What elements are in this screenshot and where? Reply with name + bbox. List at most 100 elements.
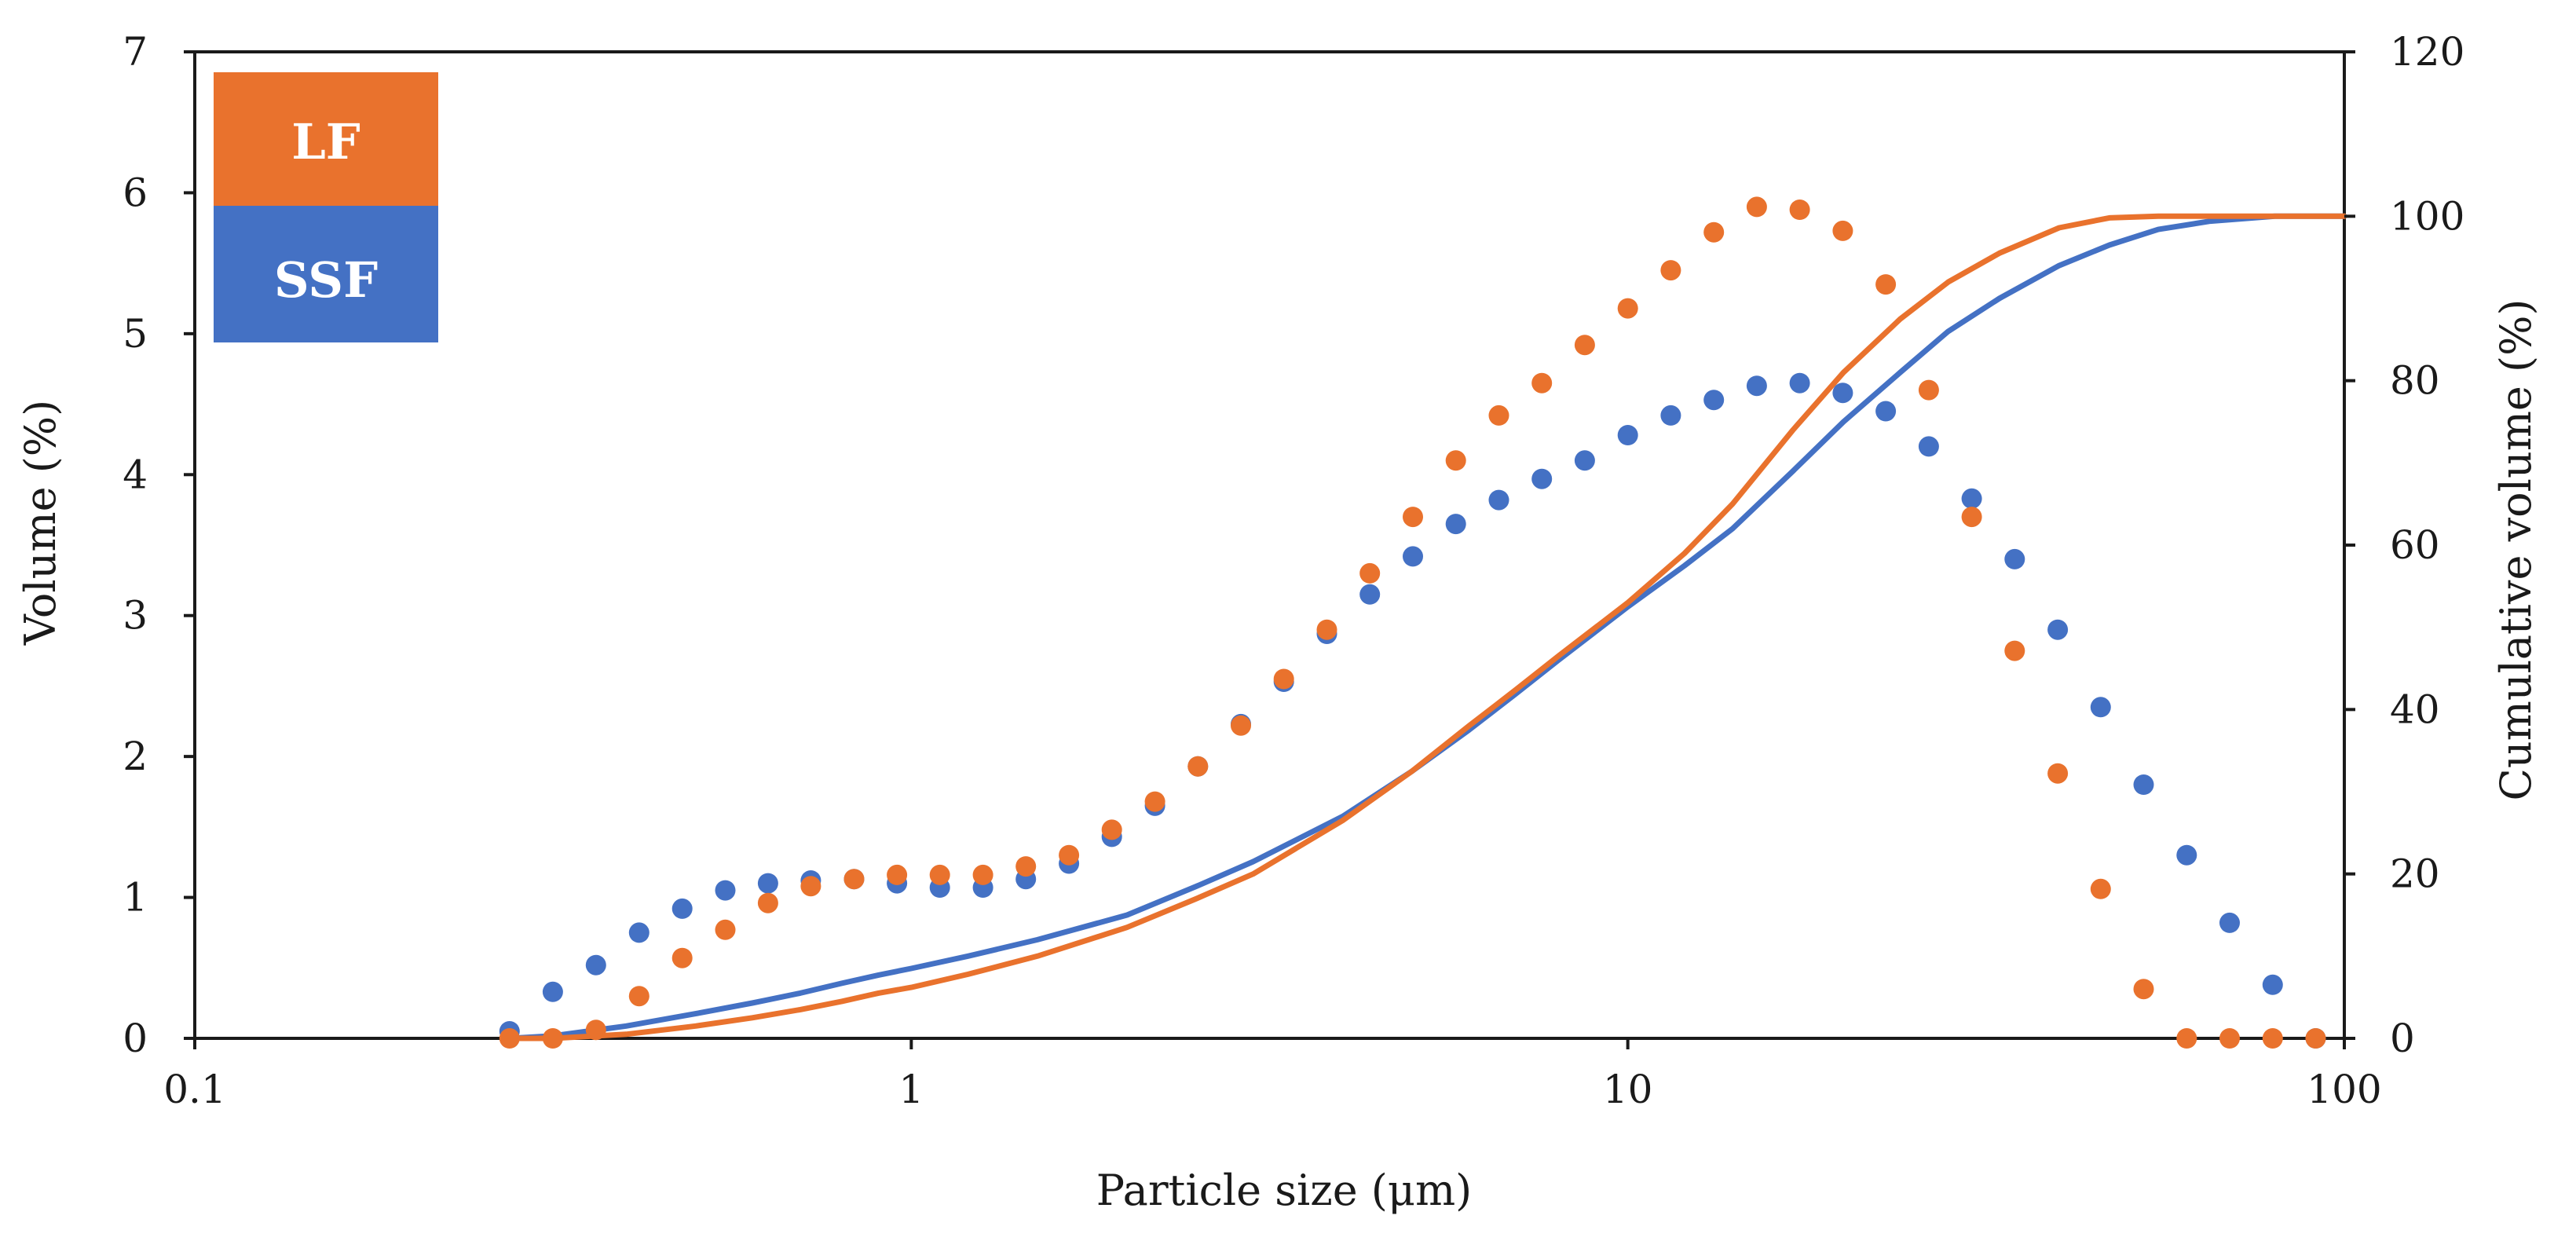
volume-point-lf: [671, 947, 693, 968]
volume-point-lf: [929, 864, 950, 885]
volume-point-lf: [1273, 668, 1294, 690]
cumulative-line-lf: [507, 213, 2347, 1041]
volume-point-lf: [2004, 640, 2025, 661]
y2-tick-label: 60: [2390, 522, 2440, 568]
volume-point-lf: [1101, 819, 1122, 840]
legend-label-ssf: SSF: [274, 251, 378, 309]
volume-point-lf: [972, 864, 993, 885]
volume-point-lf: [1660, 260, 1681, 281]
x-tick-label: 1: [898, 1067, 924, 1112]
volume-point-ssf: [1746, 375, 1767, 397]
volume-point-lf: [1617, 298, 1638, 319]
volume-point-ssf: [1789, 372, 1810, 394]
volume-point-lf: [2133, 979, 2154, 1000]
volume-point-lf: [757, 892, 778, 913]
volume-point-lf: [2090, 878, 2111, 899]
x-axis-title: Particle size (μm): [1096, 1166, 1473, 1215]
y2-tick-label: 40: [2390, 686, 2440, 732]
volume-point-ssf: [1403, 546, 1423, 567]
volume-point-ssf: [757, 873, 778, 894]
volume-point-lf: [2219, 1028, 2240, 1049]
volume-point-ssf: [1617, 425, 1638, 445]
y-tick-label: 4: [123, 452, 148, 497]
volume-point-ssf: [1574, 450, 1595, 471]
legend-swatch-ssf: [214, 206, 438, 342]
volume-point-ssf: [2176, 844, 2197, 866]
volume-point-lf: [843, 869, 865, 890]
volume-point-lf: [1187, 756, 1209, 777]
volume-point-lf: [1918, 379, 1939, 401]
volume-points: [499, 196, 2326, 1049]
volume-point-lf: [2176, 1028, 2197, 1049]
volume-point-lf: [715, 919, 736, 940]
volume-point-lf: [1059, 844, 1080, 866]
y2-tick-label: 20: [2390, 851, 2440, 897]
cumulative-line-ssf: [507, 213, 2347, 1041]
x-tick-label: 10: [1603, 1067, 1653, 1112]
y-tick-label: 6: [123, 170, 148, 215]
y-tick-label: 3: [123, 593, 148, 639]
volume-point-lf: [800, 876, 821, 897]
volume-point-lf: [542, 1028, 563, 1049]
volume-point-lf: [2047, 763, 2069, 784]
volume-point-lf: [585, 1020, 606, 1041]
volume-point-lf: [1832, 220, 1853, 241]
volume-point-lf: [1316, 619, 1337, 640]
volume-point-lf: [1445, 450, 1466, 471]
volume-point-ssf: [1875, 401, 1897, 422]
y2-tick-label: 0: [2390, 1016, 2415, 1061]
cumulative-lines: [507, 213, 2347, 1041]
volume-point-lf: [887, 864, 908, 885]
volume-point-lf: [1531, 372, 1553, 394]
volume-point-lf: [1015, 856, 1037, 877]
y-axis-title: Volume (%): [16, 400, 65, 646]
y-tick-label: 5: [123, 311, 148, 357]
volume-point-lf: [1875, 274, 1897, 295]
volume-point-lf: [2262, 1028, 2283, 1049]
legend: LF SSF: [214, 72, 438, 342]
plot-area-border: [193, 50, 2346, 1040]
volume-point-lf: [1144, 791, 1165, 812]
volume-point-ssf: [542, 981, 563, 1002]
volume-point-ssf: [1531, 468, 1553, 489]
volume-point-ssf: [628, 922, 649, 943]
volume-point-lf: [499, 1028, 520, 1049]
y-tick-label: 1: [123, 875, 148, 921]
legend-swatch-lf: [214, 72, 438, 206]
volume-point-lf: [628, 986, 649, 1007]
volume-point-lf: [1403, 507, 1423, 528]
volume-point-ssf: [1660, 405, 1681, 426]
volume-point-ssf: [1918, 436, 1939, 457]
volume-point-ssf: [1488, 489, 1509, 511]
volume-point-ssf: [1445, 514, 1466, 535]
x-tick-label: 100: [2307, 1067, 2381, 1112]
volume-point-ssf: [2047, 619, 2069, 640]
volume-point-lf: [1574, 335, 1595, 356]
y2-tick-label: 100: [2390, 193, 2464, 239]
volume-point-lf: [2305, 1028, 2326, 1049]
volume-point-ssf: [2090, 697, 2111, 718]
plot-frame: [193, 50, 2346, 1040]
volume-point-ssf: [2133, 774, 2154, 795]
legend-label-lf: LF: [291, 113, 360, 170]
volume-point-lf: [1359, 562, 1381, 584]
volume-point-lf: [1961, 507, 1982, 528]
volume-point-ssf: [715, 880, 736, 901]
volume-point-lf: [1746, 196, 1767, 218]
volume-point-lf: [1231, 715, 1251, 736]
volume-point-lf: [1703, 221, 1725, 243]
volume-point-ssf: [1832, 383, 1853, 404]
volume-point-lf: [1789, 200, 1810, 220]
volume-point-ssf: [1961, 488, 1982, 509]
volume-point-ssf: [1359, 584, 1381, 605]
volume-point-lf: [1488, 405, 1509, 426]
y-tick-label: 2: [123, 734, 148, 779]
x-tick-label: 0.1: [163, 1067, 226, 1112]
volume-point-ssf: [2262, 974, 2283, 995]
y-tick-label: 0: [123, 1016, 148, 1061]
volume-point-ssf: [671, 898, 693, 919]
y2-tick-label: 120: [2390, 29, 2464, 75]
